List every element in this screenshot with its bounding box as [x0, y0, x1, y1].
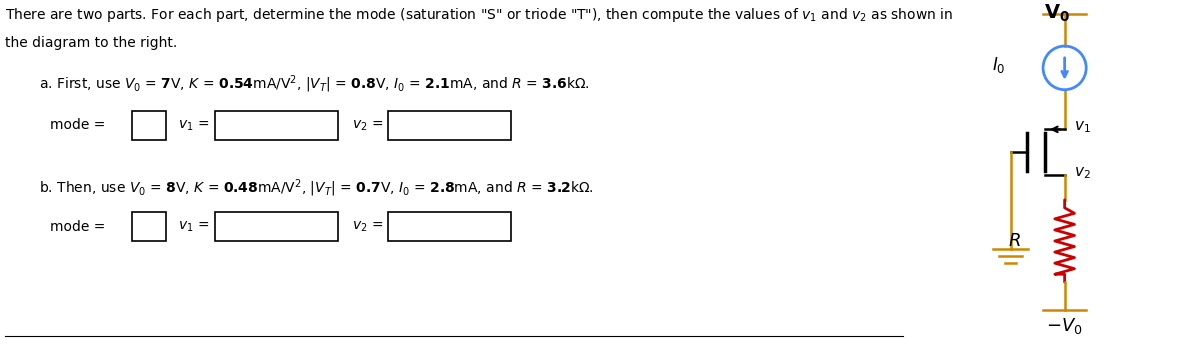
- Text: $v_1$ =: $v_1$ =: [178, 118, 209, 133]
- Text: a. First, use $V_0$ = $\mathbf{7}$V, $K$ = $\mathbf{0.54}$mA/V$^2$, $|V_T|$ = $\: a. First, use $V_0$ = $\mathbf{7}$V, $K$…: [38, 74, 589, 95]
- Bar: [389, 212, 511, 241]
- Text: $v_1$ =: $v_1$ =: [178, 219, 209, 234]
- Text: mode =: mode =: [50, 220, 106, 234]
- Text: $\mathbf{V_0}$: $\mathbf{V_0}$: [1044, 2, 1070, 24]
- Text: $v_2$ =: $v_2$ =: [353, 118, 384, 133]
- Text: $v_2$: $v_2$: [1074, 165, 1091, 181]
- Text: $R$: $R$: [1008, 232, 1020, 250]
- Text: $v_1$: $v_1$: [1074, 120, 1091, 135]
- Bar: [215, 212, 337, 241]
- Text: $v_2$ =: $v_2$ =: [353, 219, 384, 234]
- Bar: [132, 212, 166, 241]
- Bar: [215, 110, 337, 140]
- Bar: [132, 110, 166, 140]
- Bar: [389, 110, 511, 140]
- Text: $I_0$: $I_0$: [992, 55, 1006, 75]
- Text: b. Then, use $V_0$ = $\mathbf{8}$V, $K$ = $\mathbf{0.48}$mA/V$^2$, $|V_T|$ = $\m: b. Then, use $V_0$ = $\mathbf{8}$V, $K$ …: [38, 177, 594, 198]
- Text: mode =: mode =: [50, 119, 106, 132]
- Text: $-V_0$: $-V_0$: [1046, 316, 1082, 336]
- Text: the diagram to the right.: the diagram to the right.: [5, 36, 178, 50]
- Text: There are two parts. For each part, determine the mode (saturation "S" or triode: There are two parts. For each part, dete…: [5, 6, 954, 24]
